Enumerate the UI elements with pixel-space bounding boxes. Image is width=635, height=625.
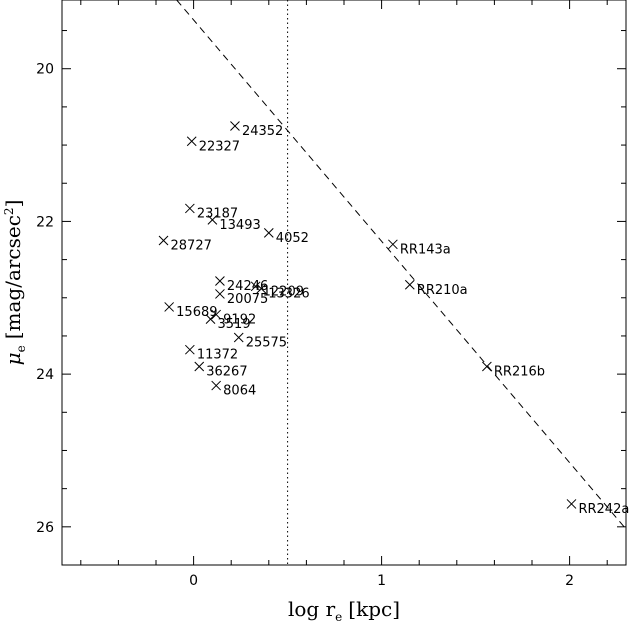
x-marker-stroke xyxy=(263,228,274,238)
x-marker-stroke xyxy=(215,276,225,286)
data-point xyxy=(186,136,197,147)
data-point xyxy=(205,314,216,325)
y-tick-label: 22 xyxy=(36,214,54,230)
plot-area xyxy=(158,0,625,565)
point-label: RR210a xyxy=(417,283,468,298)
x-axis-label-unit: [kpc] xyxy=(348,597,400,621)
point-label: 13493 xyxy=(219,218,260,233)
data-point xyxy=(184,344,195,355)
x-tick-label: 1 xyxy=(377,573,386,589)
axis-ticks: 0 1 2 20 22 24 26 xyxy=(36,0,626,589)
point-label: 4052 xyxy=(276,231,309,246)
data-point xyxy=(230,121,240,131)
data-point xyxy=(250,281,261,292)
x-marker-stroke xyxy=(566,499,577,509)
x-marker-stroke xyxy=(186,136,197,147)
dashed-reference-line xyxy=(176,0,625,528)
data-point xyxy=(158,235,169,246)
data-point xyxy=(211,380,222,391)
point-label: 15689 xyxy=(176,305,217,320)
y-axis-label-superscript: 2 xyxy=(2,207,16,215)
y-axis-label-unit: [mag/arcsec xyxy=(1,215,25,339)
point-label: 20075 xyxy=(227,292,268,307)
point-label: RR242a xyxy=(578,502,629,517)
data-point xyxy=(164,302,175,312)
y-tick-label: 20 xyxy=(36,62,54,78)
x-tick-label: 0 xyxy=(189,573,198,589)
point-label: RR216b xyxy=(494,364,545,379)
data-point xyxy=(482,361,492,372)
x-axis-label: log re [kpc] xyxy=(288,597,400,624)
x-axis-label-main: log r xyxy=(288,597,336,621)
x-marker-stroke xyxy=(215,289,225,299)
data-point xyxy=(184,203,195,214)
y-axis-label-main: μ xyxy=(1,352,25,365)
point-label: 11372 xyxy=(197,348,238,363)
x-marker-stroke xyxy=(205,314,216,325)
data-point xyxy=(404,279,415,290)
x-marker-stroke xyxy=(184,344,195,355)
point-label: 25575 xyxy=(246,335,287,350)
x-tick-label: 2 xyxy=(565,573,574,589)
point-label: 28727 xyxy=(171,239,212,254)
data-point xyxy=(388,239,398,250)
x-marker-stroke xyxy=(482,361,492,372)
point-label: RR143a xyxy=(400,242,451,257)
data-point xyxy=(215,276,225,286)
y-tick-label: 26 xyxy=(36,520,54,536)
point-label: 3519 xyxy=(218,317,251,332)
data-point xyxy=(256,283,267,294)
point-label: 12209 xyxy=(263,284,304,299)
y-tick-label: 24 xyxy=(36,367,54,383)
x-marker-stroke xyxy=(233,332,244,343)
x-marker-stroke xyxy=(211,309,222,320)
x-marker-stroke xyxy=(404,279,415,290)
data-point xyxy=(215,289,225,299)
x-marker-stroke xyxy=(256,283,267,294)
point-label: 23187 xyxy=(197,206,238,221)
x-marker-stroke xyxy=(250,281,261,292)
x-marker-stroke xyxy=(207,215,218,225)
data-point xyxy=(566,499,577,509)
point-label: 24352 xyxy=(242,124,283,139)
x-marker-stroke xyxy=(388,239,398,250)
point-label: 36267 xyxy=(206,364,247,379)
point-label: 13326 xyxy=(268,287,309,302)
x-axis-label-subscript: e xyxy=(335,610,342,624)
x-marker-stroke xyxy=(158,235,169,246)
point-label: 8064 xyxy=(223,384,256,399)
point-label: 9192 xyxy=(223,313,256,328)
point-label: 24246 xyxy=(227,279,268,294)
data-point xyxy=(207,215,218,225)
x-marker-stroke xyxy=(230,121,240,131)
x-marker-stroke xyxy=(184,203,195,214)
data-point xyxy=(263,228,274,238)
x-marker-stroke xyxy=(211,380,222,391)
y-axis-label-subscript: e xyxy=(14,345,28,352)
data-point xyxy=(211,309,222,320)
x-marker-stroke xyxy=(194,361,205,372)
axes-frame xyxy=(61,0,627,566)
y-axis-label: μe [mag/arcsec2] xyxy=(1,200,28,366)
data-point xyxy=(233,332,244,343)
x-marker-stroke xyxy=(164,302,175,312)
data-point xyxy=(194,361,205,372)
y-axis-label-close: ] xyxy=(1,200,25,208)
point-label: 22327 xyxy=(199,139,240,154)
